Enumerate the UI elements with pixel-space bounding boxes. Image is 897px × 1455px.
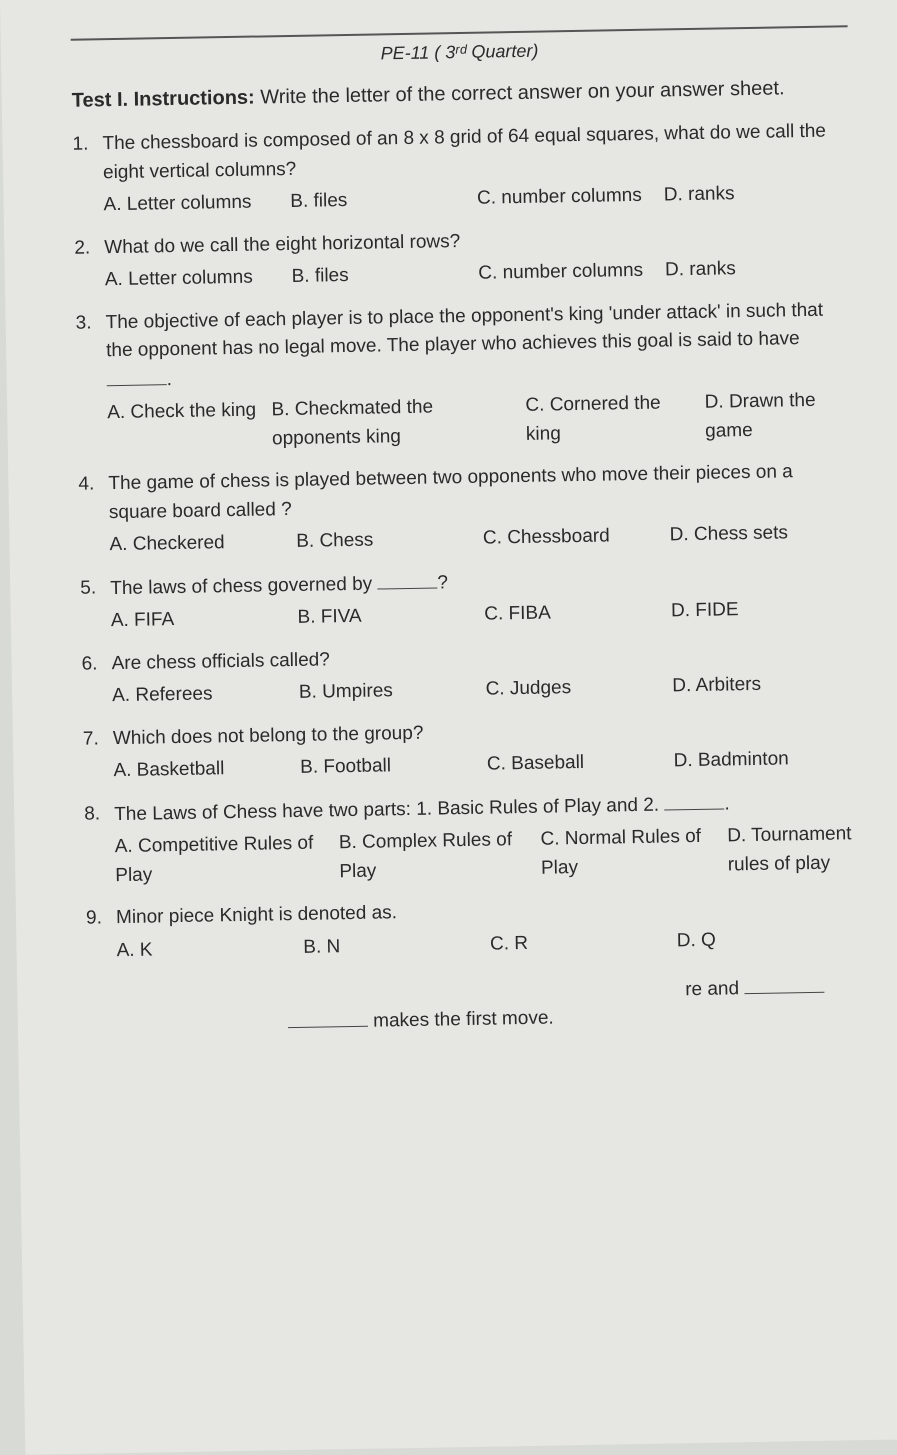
q5-number: 5. xyxy=(80,574,111,604)
q2-choice-d: D. ranks xyxy=(665,253,852,285)
question-6: 6. Are chess officials called? A. Refere… xyxy=(81,637,859,712)
q3-text: The objective of each player is to place… xyxy=(105,296,853,396)
q6-choice-a: A. Referees xyxy=(112,679,299,711)
footer-blank-2 xyxy=(744,973,824,994)
q7-choice-a: A. Basketball xyxy=(113,754,300,786)
test-title-bold: Test I. Instructions: xyxy=(72,87,255,112)
q1-text: The chessboard is composed of an 8 x 8 g… xyxy=(102,117,850,187)
q8-choice-c: C. Normal Rules of Play xyxy=(540,822,728,882)
footer-right-pre: re and xyxy=(685,978,745,1000)
q5-choice-d: D. FIDE xyxy=(671,594,858,626)
q6-choice-c: C. Judges xyxy=(485,672,672,704)
footer-mid: makes the first move. xyxy=(368,1007,554,1031)
q2-choice-b: B. files xyxy=(291,260,478,292)
q3-choice-c: C. Cornered the king xyxy=(525,389,705,449)
q4-choice-a: A. Checkered xyxy=(109,528,296,560)
question-8: 8. The Laws of Chess have two parts: 1. … xyxy=(84,787,862,891)
q4-number: 4. xyxy=(78,470,109,528)
q8-choice-a: A. Competitive Rules of Play xyxy=(115,829,340,890)
q8-choice-b: B. Complex Rules of Play xyxy=(339,826,542,887)
question-2: 2. What do we call the eight horizontal … xyxy=(74,221,852,296)
q9-choice-a: A. K xyxy=(116,933,303,965)
test-instructions: Test I. Instructions: Write the letter o… xyxy=(72,76,849,113)
q6-choice-b: B. Umpires xyxy=(299,676,486,708)
q8-choice-d: D. Tournament rules of play xyxy=(727,820,862,879)
question-4: 4. The game of chess is played between t… xyxy=(78,457,856,560)
page-header: PE-11 ( 3ʳᵈ Quarter) xyxy=(71,25,848,70)
q9-choice-c: C. R xyxy=(490,927,677,959)
question-7: 7. Which does not belong to the group? A… xyxy=(83,712,861,787)
q3-blank xyxy=(106,365,166,386)
question-9: 9. Minor piece Knight is denoted as. A. … xyxy=(86,891,864,966)
q3-choice-a: A. Check the king xyxy=(107,396,272,456)
test-title-rest: Write the letter of the correct answer o… xyxy=(255,77,785,108)
q9-choice-d: D. Q xyxy=(677,924,864,956)
q3-number: 3. xyxy=(75,309,107,396)
q8-blank xyxy=(664,789,724,810)
q1-choice-a: A. Letter columns xyxy=(103,188,290,220)
q3-choice-d: D. Drawn the game xyxy=(704,386,854,446)
q7-choice-b: B. Football xyxy=(300,751,487,783)
q6-number: 6. xyxy=(81,650,111,679)
q7-choice-d: D. Badminton xyxy=(673,744,860,776)
q4-choice-b: B. Chess xyxy=(296,525,483,557)
question-5: 5. The laws of chess governed by ? A. FI… xyxy=(80,561,858,637)
page: PE-11 ( 3ʳᵈ Quarter) Test I. Instruction… xyxy=(0,0,897,1455)
q4-choice-c: C. Chessboard xyxy=(483,521,670,553)
q5-choice-a: A. FIFA xyxy=(111,604,298,636)
q6-choice-d: D. Arbiters xyxy=(672,669,859,701)
q2-number: 2. xyxy=(74,234,104,263)
q1-number: 1. xyxy=(72,130,103,188)
q2-choice-c: C. number columns xyxy=(478,256,665,288)
q5-choice-b: B. FIVA xyxy=(297,601,484,633)
q1-choice-b: B. files xyxy=(290,185,477,217)
question-1: 1. The chessboard is composed of an 8 x … xyxy=(72,117,850,220)
q9-choice-b: B. N xyxy=(303,930,490,962)
q7-number: 7. xyxy=(83,725,113,754)
q7-choice-c: C. Baseball xyxy=(487,747,674,779)
footer-blank-1 xyxy=(288,1007,368,1028)
q5-choice-c: C. FIBA xyxy=(484,597,671,629)
q5-blank xyxy=(377,568,437,589)
q8-number: 8. xyxy=(84,800,115,830)
q3-choice-b: B. Checkmated the opponents king xyxy=(271,392,526,453)
q1-choice-d: D. ranks xyxy=(664,178,851,210)
q4-choice-d: D. Chess sets xyxy=(669,518,856,550)
q4-text: The game of chess is played between two … xyxy=(108,457,856,527)
q9-number: 9. xyxy=(86,904,116,933)
q1-choice-c: C. number columns xyxy=(477,181,664,213)
question-3: 3. The objective of each player is to pl… xyxy=(75,296,854,457)
q2-choice-a: A. Letter columns xyxy=(105,263,292,295)
